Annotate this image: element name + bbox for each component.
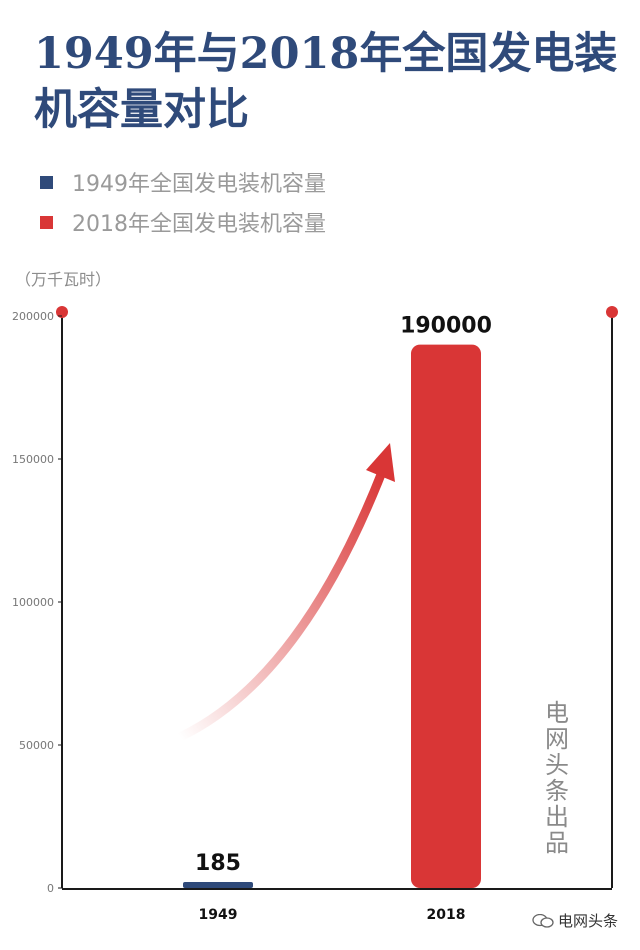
- data-label-1949: 185: [195, 851, 241, 876]
- y-tick-label: 150000: [12, 453, 54, 466]
- y-tick-label: 200000: [12, 310, 54, 323]
- legend-swatch-1949: [40, 175, 53, 189]
- axis-cap-dot-left: [56, 306, 68, 318]
- watermark: 电网头条出品: [545, 699, 569, 857]
- arrow-shaft: [175, 467, 387, 742]
- x-tick-label-2018: 2018: [427, 907, 466, 923]
- bar-2018: [411, 344, 481, 889]
- legend-label-1949: 1949年全国发电装机容量: [72, 172, 326, 197]
- data-label-2018: 190000: [400, 314, 492, 339]
- y-tick-label: 100000: [12, 596, 54, 609]
- y-tick-label: 50000: [19, 739, 54, 752]
- legend-item-1949: 1949年全国发电装机容量: [40, 162, 326, 202]
- legend-item-2018: 2018年全国发电装机容量: [40, 202, 326, 242]
- chart-title: 1949年与2018年全国发电装机容量对比: [34, 29, 618, 135]
- legend: 1949年全国发电装机容量 2018年全国发电装机容量: [40, 162, 326, 242]
- bar-1949: [183, 882, 253, 888]
- arrow-head: [366, 443, 395, 482]
- source-badge: 电网头条: [532, 910, 618, 931]
- y-axis-unit-label: （万千瓦时）: [15, 270, 112, 289]
- wechat-icon: [532, 913, 554, 928]
- axis-cap-dot-right: [606, 306, 618, 318]
- legend-swatch-2018: [40, 215, 53, 229]
- source-text: 电网头条: [558, 912, 619, 930]
- x-tick-label-1949: 1949: [199, 907, 238, 923]
- y-tick-label: 0: [47, 882, 54, 895]
- legend-label-2018: 2018年全国发电装机容量: [72, 212, 326, 237]
